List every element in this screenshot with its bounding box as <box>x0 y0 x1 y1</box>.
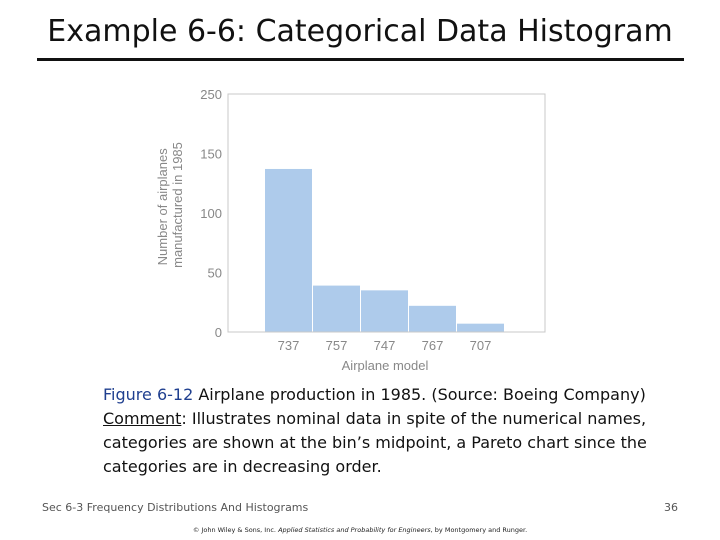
figure-reference: Figure 6-12 <box>103 385 194 404</box>
y-tick-50: 50 <box>208 266 222 281</box>
y-axis-label-line-1: Number of airplanes <box>155 148 170 266</box>
chart-svg: 250 150 100 50 0 737 757 747 767 707 Airplane mo… <box>155 87 546 372</box>
y-tick-labels: 250 150 100 50 0 <box>200 87 222 340</box>
plot-frame <box>227 93 546 333</box>
copyright-prefix: © John Wiley & Sons, Inc. <box>192 526 279 534</box>
bar-707 <box>457 323 504 332</box>
comment-label: Comment <box>103 409 182 428</box>
slide-title: Example 6-6: Categorical Data Histogram <box>47 14 673 49</box>
copyright-suffix: , by Montgomery and Runger. <box>430 526 528 534</box>
page-number: 36 <box>664 501 678 514</box>
copyright-notice: © John Wiley & Sons, Inc. Applied Statis… <box>0 526 720 534</box>
y-tick-250: 250 <box>200 87 222 102</box>
y-tick-150: 150 <box>200 147 222 162</box>
footer-section-label: Sec 6-3 Frequency Distributions And Hist… <box>42 501 309 514</box>
y-tick-0: 0 <box>215 325 222 340</box>
x-tick-757: 757 <box>326 338 348 353</box>
x-tick-767: 767 <box>422 338 444 353</box>
title-rule <box>37 58 684 61</box>
y-axis-label-line-2: manufactured in 1985 <box>170 142 185 268</box>
y-tick-100: 100 <box>200 206 222 221</box>
bar-737 <box>265 168 312 332</box>
histogram-chart: 250 150 100 50 0 737 757 747 767 707 Airplane mo… <box>145 82 555 372</box>
caption-text-2: : Illustrates nominal data in spite of t… <box>103 409 647 476</box>
x-tick-737: 737 <box>278 338 300 353</box>
x-axis-label: Airplane model <box>342 358 429 372</box>
x-tick-747: 747 <box>374 338 396 353</box>
x-tick-707: 707 <box>470 338 492 353</box>
copyright-book-title: Applied Statistics and Probability for E… <box>278 526 431 534</box>
y-axis-label: Number of airplanes manufactured in 1985 <box>155 142 185 268</box>
bar-747 <box>361 290 408 332</box>
bar-767 <box>409 305 456 332</box>
caption-text-1: Airplane production in 1985. (Source: Bo… <box>193 385 646 404</box>
figure-caption: Figure 6-12 Airplane production in 1985.… <box>103 383 663 479</box>
bars-group <box>265 168 504 332</box>
x-tick-labels: 737 757 747 767 707 <box>278 338 492 353</box>
bar-757 <box>313 285 360 332</box>
